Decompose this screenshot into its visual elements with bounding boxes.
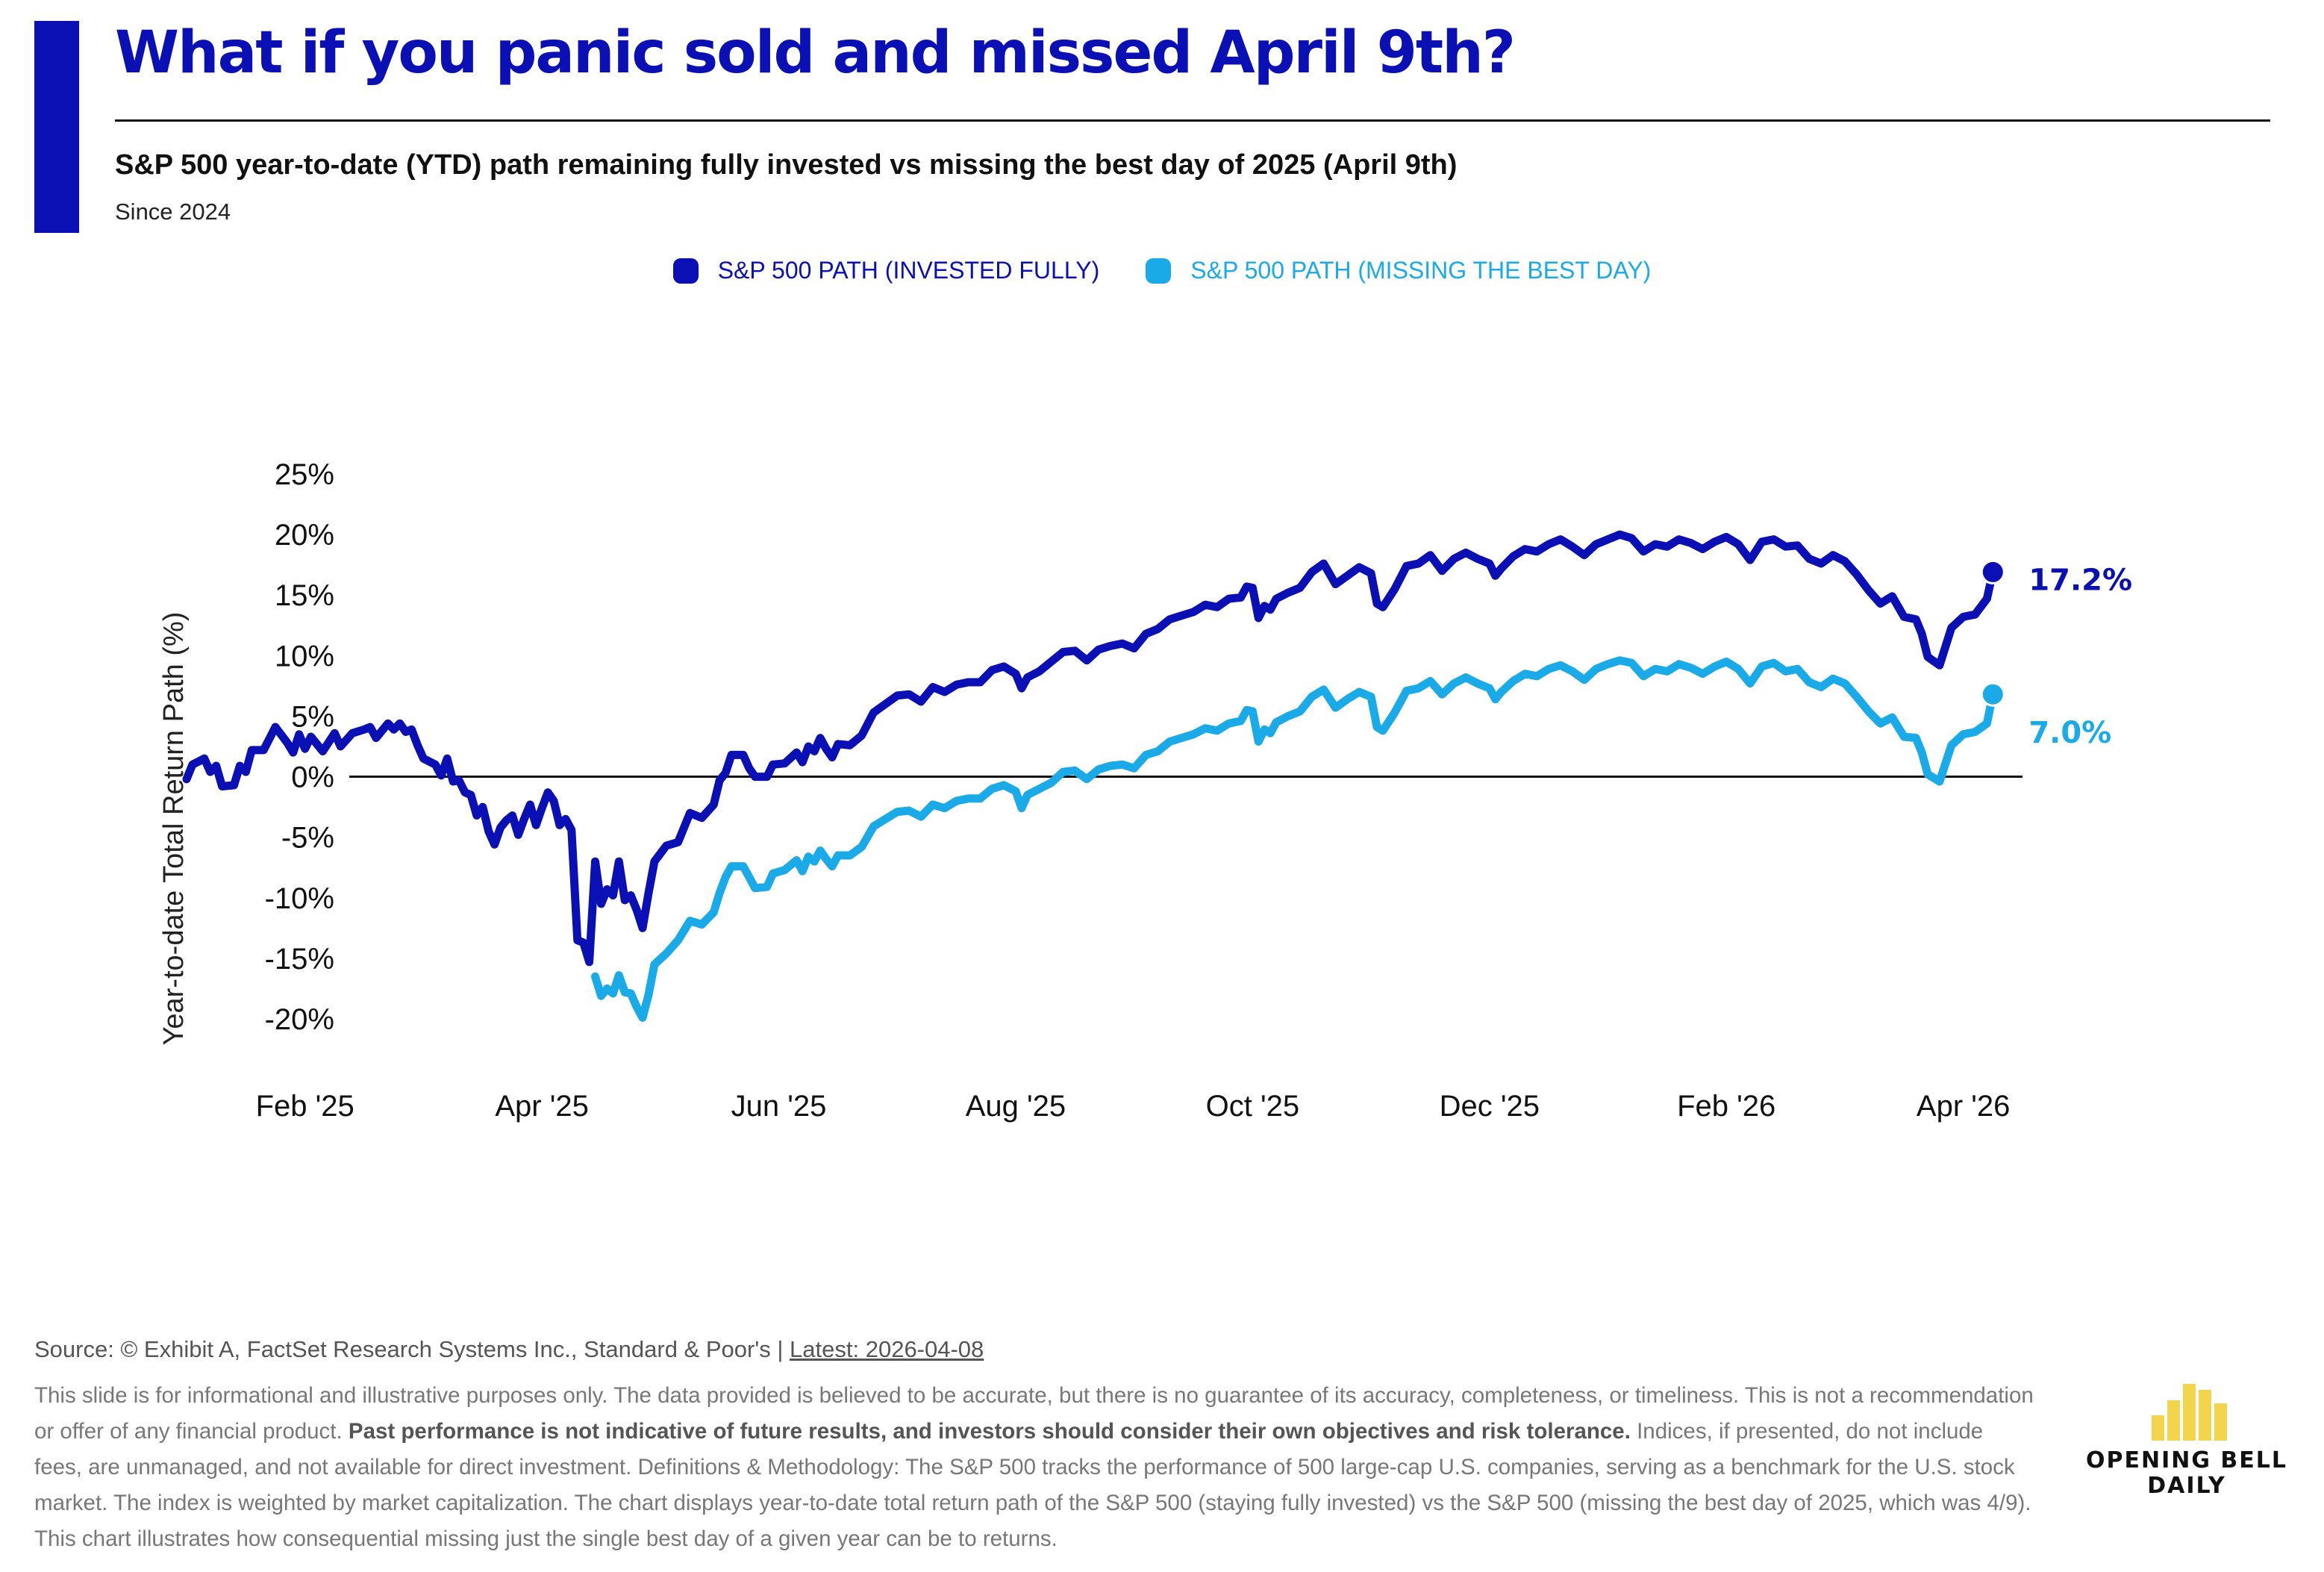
page-title: What if you panic sold and missed April … xyxy=(115,19,1516,87)
logo-line-2: DAILY xyxy=(2147,1473,2226,1499)
disclaimer: This slide is for informational and illu… xyxy=(34,1378,2034,1557)
logo-line-1: OPENING BELL xyxy=(2085,1447,2288,1473)
legend-label-missing: S&P 500 PATH (MISSING THE BEST DAY) xyxy=(1190,257,1652,284)
y-tick-label: -20% xyxy=(265,1003,334,1036)
x-tick-label: Jun '25 xyxy=(731,1090,827,1123)
legend-swatch-missing xyxy=(1146,258,1172,284)
end-marker-invested xyxy=(1980,559,2005,584)
y-tick-label: 5% xyxy=(291,700,334,733)
logo-bar-1 xyxy=(2152,1415,2164,1441)
latest-date-link[interactable]: Latest: 2026-04-08 xyxy=(790,1336,984,1362)
end-marker-missing xyxy=(1980,681,2005,707)
logo-bar-2 xyxy=(2167,1400,2180,1441)
logo-bar-5 xyxy=(2214,1403,2227,1441)
source-text: Source: © Exhibit A, FactSet Research Sy… xyxy=(34,1336,784,1362)
legend-item-invested: S&P 500 PATH (INVESTED FULLY) xyxy=(672,257,1100,284)
end-label-missing: 7.0% xyxy=(2028,716,2111,750)
y-tick-label: -5% xyxy=(281,822,334,855)
series-line-missing xyxy=(591,656,1997,1022)
x-tick-label: Aug '25 xyxy=(966,1090,1066,1123)
chart-legend: S&P 500 PATH (INVESTED FULLY) S&P 500 PA… xyxy=(0,257,2324,284)
since-label: Since 2024 xyxy=(115,199,231,225)
x-tick-label: Oct '25 xyxy=(1206,1090,1299,1123)
y-tick-label: 15% xyxy=(275,579,334,612)
y-tick-label: 25% xyxy=(275,458,334,491)
opening-bell-daily-logo: OPENING BELL DAILY xyxy=(2075,1373,2299,1508)
logo-bar-3 xyxy=(2183,1384,2196,1441)
disclaimer-text-1: This slide is for informational and illu… xyxy=(34,1383,2034,1444)
y-axis-label: Year-to-date Total Return Path (%) xyxy=(158,612,190,1046)
x-tick-label: Feb '25 xyxy=(256,1090,354,1123)
x-tick-label: Dec '25 xyxy=(1440,1090,1540,1123)
legend-item-missing: S&P 500 PATH (MISSING THE BEST DAY) xyxy=(1146,257,1651,284)
series-line-invested xyxy=(182,530,1997,967)
y-tick-label: -10% xyxy=(265,882,334,915)
source-line: Source: © Exhibit A, FactSet Research Sy… xyxy=(34,1336,984,1363)
y-tick-label: 20% xyxy=(275,519,334,552)
y-tick-label: 10% xyxy=(275,640,334,673)
x-tick-label: Feb '26 xyxy=(1677,1090,1775,1123)
chart-subtitle: S&P 500 year-to-date (YTD) path remainin… xyxy=(115,149,1458,181)
disclaimer-bold: Past performance is not indicative of fu… xyxy=(348,1419,1631,1444)
x-tick-label: Apr '25 xyxy=(495,1090,589,1123)
end-label-invested: 17.2% xyxy=(2028,563,2132,597)
legend-label-invested: S&P 500 PATH (INVESTED FULLY) xyxy=(717,257,1100,284)
title-divider xyxy=(115,119,2270,122)
y-tick-label: 0% xyxy=(291,761,334,794)
accent-bar xyxy=(34,21,79,233)
y-tick-label: -15% xyxy=(265,943,334,976)
line-chart: 25% 20% 15% 10% 5% 0% -5% -10% -15% -20% Feb '25 Ap… xyxy=(158,458,2132,1123)
x-tick-label: Apr '26 xyxy=(1917,1090,2011,1123)
logo-bar-4 xyxy=(2199,1390,2211,1441)
logo-text: OPENING BELL DAILY xyxy=(2075,1448,2299,1499)
legend-swatch-invested xyxy=(672,258,699,284)
disclaimer-text-2: Indices, if presented, do not include fe… xyxy=(34,1419,2031,1551)
